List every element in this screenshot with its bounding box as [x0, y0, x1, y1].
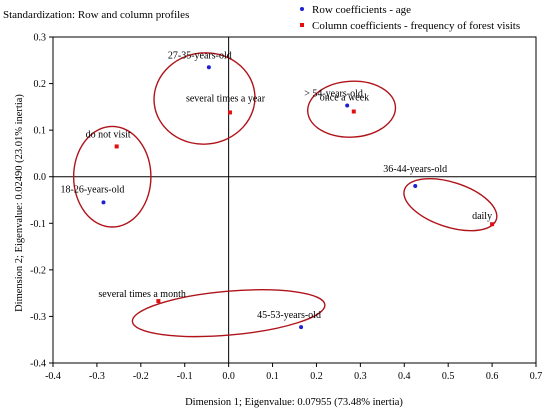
- data-point-column: [490, 222, 495, 227]
- y-tick-label: -0.3: [30, 312, 46, 323]
- plot-area: -0.4 -0.3 -0.2 -0.1 0.0 0.1 0.2 0.3 0.4 0.5 0.6 0.7…: [30, 33, 542, 383]
- data-point-column: [351, 109, 356, 114]
- data-point-column: [114, 144, 119, 149]
- data-point-row: [299, 325, 304, 330]
- group-ellipse-5: [131, 289, 326, 338]
- data-point-row: [101, 200, 106, 205]
- data-point-label: 27-35-years-old: [168, 50, 232, 61]
- x-tick-label: 0.3: [354, 371, 367, 382]
- group-ellipse-4: [403, 177, 498, 232]
- group-ellipse-3: [72, 125, 152, 228]
- standardization-note: Standardization: Row and column profiles: [3, 9, 189, 21]
- legend-entry: Row coefficients - age: [312, 4, 411, 16]
- data-point-label: 45-53-years-old: [257, 310, 321, 321]
- y-tick-label: 0.1: [34, 126, 47, 137]
- data-point-row: [345, 103, 350, 108]
- group-ellipse-1: [153, 52, 256, 145]
- data-point-column: [156, 299, 161, 304]
- y-tick-label: -0.1: [30, 219, 46, 230]
- y-tick-label: 0.3: [34, 33, 47, 44]
- x-tick-label: 0.7: [530, 371, 543, 382]
- legend-entry: Column coefficients - frequency of fores…: [312, 20, 520, 32]
- x-tick-label: -0.1: [177, 371, 193, 382]
- data-point-label: several times a year: [186, 93, 266, 104]
- chart-legend: Row coefficients - age Column coefficient…: [300, 4, 520, 32]
- y-tick-label: -0.4: [30, 359, 46, 370]
- plot-frame: [52, 36, 537, 364]
- x-tick-label: 0.5: [442, 371, 455, 382]
- group-ellipse-2: [307, 80, 397, 138]
- y-axis-label: Dimension 2; Eigenvalue: 0.02490 (23.01%…: [14, 94, 25, 312]
- legend-marker-row: [300, 7, 304, 11]
- data-point-label: 18-26-years-old: [60, 184, 124, 195]
- y-tick-label: -0.2: [30, 265, 46, 276]
- y-tick-label: 0.2: [34, 79, 47, 90]
- x-tick-label: 0.4: [398, 371, 411, 382]
- data-point-row: [206, 65, 211, 70]
- x-tick-label: 0.1: [266, 371, 279, 382]
- data-point-label: once a week: [320, 93, 369, 104]
- data-point-label: 36-44-years-old: [383, 164, 447, 175]
- x-tick-label: 0.6: [486, 371, 499, 382]
- x-tick-label: -0.3: [89, 371, 105, 382]
- x-axis-label: Dimension 1; Eigenvalue: 0.07955 (73.48%…: [185, 397, 403, 408]
- x-tick-label: -0.4: [45, 371, 61, 382]
- data-point-label: do not visit: [86, 129, 131, 140]
- data-point-label: several times a month: [98, 289, 185, 300]
- y-tick-label: 0.0: [34, 172, 47, 183]
- x-tick-label: -0.2: [133, 371, 149, 382]
- x-tick-label: 0.0: [222, 371, 235, 382]
- data-point-column: [227, 110, 232, 115]
- data-point-label: daily: [472, 211, 492, 222]
- x-tick-label: 0.2: [310, 371, 323, 382]
- data-point-row: [413, 184, 418, 189]
- legend-marker-column: [300, 23, 304, 27]
- data-point-label: > 54-years-old: [304, 88, 363, 99]
